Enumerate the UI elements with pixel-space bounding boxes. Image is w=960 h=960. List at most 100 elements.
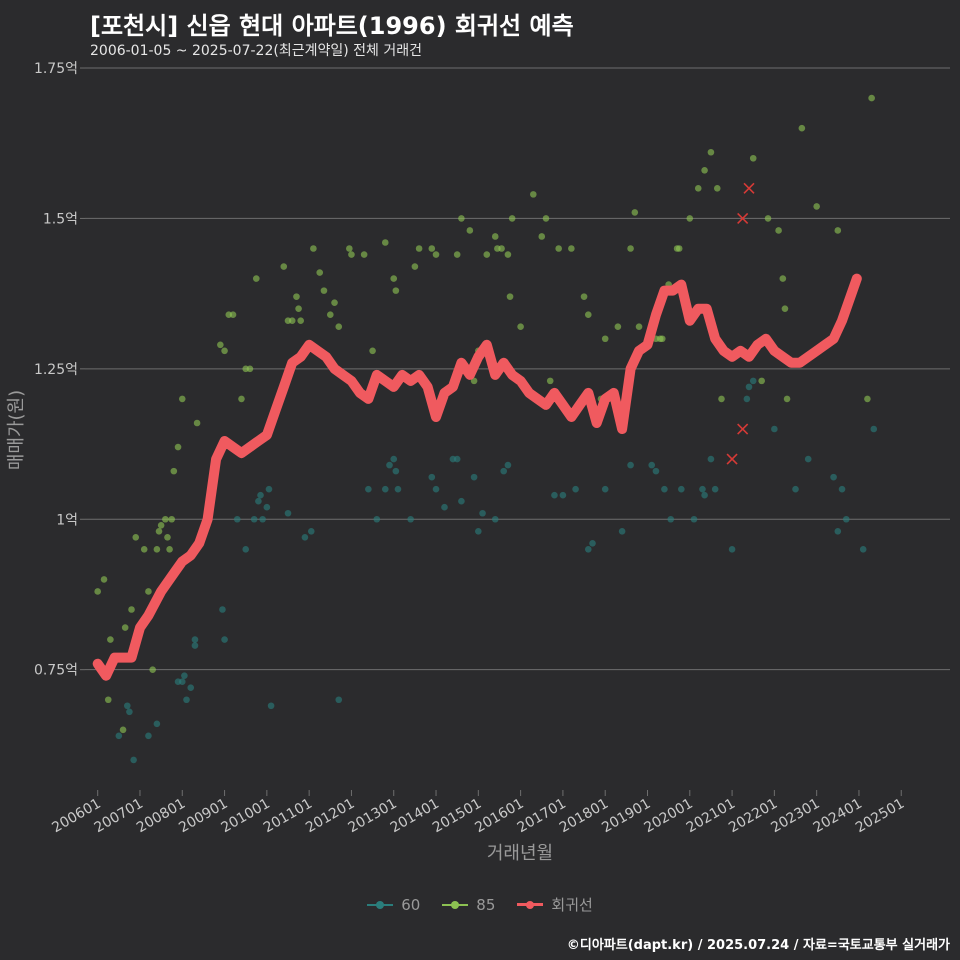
series-85-point-49 (381, 239, 389, 246)
regression-line-path (92, 273, 862, 681)
series-60-point-26 (307, 527, 315, 535)
series-60-point-13 (219, 606, 226, 613)
series-85-point-5 (121, 624, 129, 631)
series-85-point-76 (584, 311, 592, 318)
series-85-point-100 (781, 305, 789, 312)
series-85-point-71 (542, 215, 550, 222)
series-60-point-60 (678, 485, 685, 493)
series-60-point-54 (618, 527, 626, 535)
series-60-point-33 (392, 467, 400, 475)
series-85-point-6 (128, 606, 135, 613)
series-85-point-68 (517, 323, 524, 331)
series-60-point-59 (667, 515, 675, 523)
series-85-point-89 (686, 215, 694, 222)
series-85-point-55 (432, 251, 440, 258)
series-85-point-40 (316, 269, 324, 276)
series-85-point-13 (155, 527, 163, 535)
series-85-point-97 (764, 215, 772, 222)
series-85-point-27 (229, 311, 237, 318)
series-85-point-91 (701, 166, 708, 174)
series-85-point-73 (555, 245, 562, 252)
series-85-point-54 (428, 245, 436, 252)
legend-item-60[interactable]: 60 (367, 896, 420, 914)
series-85-point-12 (153, 546, 161, 553)
series-85-point-11 (149, 666, 156, 673)
series-60-point-42 (470, 473, 478, 481)
series-85-point-38 (297, 317, 304, 325)
series-60-point-27 (335, 696, 343, 704)
series-85-point-79 (614, 323, 622, 331)
x-axis-label: 거래년월 (487, 843, 553, 864)
legend-item-regression[interactable]: 회귀선 (517, 894, 593, 915)
series-85-point-58 (466, 227, 474, 234)
chart-title: [포천시] 신읍 현대 아파트(1996) 회귀선 예측 (90, 12, 574, 40)
series-60-point-36 (428, 473, 436, 481)
series-60-point-3 (130, 756, 137, 764)
excluded-marker-1 (737, 212, 749, 224)
series-85-point-46 (348, 251, 355, 258)
y-tick-label-1: 1억 (56, 512, 78, 528)
y-axis-ticks: 0.75억 1억 1.25억 1.5억 1.75억 (34, 61, 85, 679)
series-60-point-78 (870, 425, 878, 433)
series-85-point-90 (694, 185, 702, 192)
series-85-point-78 (601, 335, 609, 343)
series-60-point-12 (191, 642, 199, 649)
series-85-point-75 (580, 293, 588, 300)
series-85-point-43 (331, 299, 338, 306)
series-85-point-67 (508, 215, 516, 222)
series-85-point-99 (779, 275, 787, 282)
series-85-points (94, 94, 875, 734)
series-85-point-17 (166, 546, 173, 553)
y-axis-label: 매매가(원) (6, 390, 27, 470)
series-85-point-9 (140, 546, 148, 553)
series-60-point-28 (365, 485, 372, 493)
series-85-point-2 (104, 696, 112, 704)
series-60-point-71 (792, 485, 799, 493)
series-85-point-0 (94, 588, 101, 595)
series-60-point-70 (771, 425, 778, 433)
series-60-point-8 (181, 672, 188, 679)
series-85-point-1 (100, 576, 108, 583)
series-85-point-104 (834, 227, 842, 234)
series-85-point-72 (546, 377, 554, 385)
series-60-point-2 (126, 708, 133, 716)
series-85-point-74 (568, 245, 575, 252)
series-85-point-105 (868, 94, 875, 102)
series-85-point-37 (295, 305, 302, 312)
series-60-point-17 (250, 515, 258, 523)
series-85-point-59 (470, 377, 478, 385)
grid-lines (85, 67, 950, 671)
series-60-point-51 (584, 546, 592, 553)
regression-line (92, 273, 862, 681)
series-60-point-72 (804, 455, 812, 463)
series-85-point-69 (530, 191, 537, 198)
legend-item-85[interactable]: 85 (442, 896, 495, 914)
series-60-point-25 (301, 534, 309, 541)
series-85-point-20 (174, 443, 182, 451)
series-85-point-65 (504, 251, 512, 258)
series-60-point-0 (115, 732, 123, 740)
series-60-point-15 (233, 515, 241, 523)
series-85-point-31 (252, 275, 260, 282)
series-60-point-67 (743, 395, 751, 403)
series-60-point-57 (652, 467, 660, 475)
series-60-point-64 (707, 455, 715, 463)
series-85-point-85 (658, 335, 666, 343)
series-85-point-18 (168, 515, 175, 523)
series-60-point-56 (648, 461, 656, 469)
series-85-point-23 (193, 419, 201, 427)
series-85-point-81 (631, 209, 639, 216)
series-85-point-28 (238, 395, 245, 403)
series-85-point-16 (164, 534, 171, 541)
series-60-point-76 (842, 515, 850, 523)
excluded-marker-2 (743, 182, 755, 194)
series-60-point-63 (701, 491, 708, 499)
series-60-point-53 (601, 485, 609, 493)
series-60-point-30 (381, 485, 389, 493)
series-85-point-48 (369, 347, 376, 355)
series-85-point-30 (246, 365, 254, 373)
series-60-point-65 (711, 485, 719, 493)
y-tick-label-3: 1.5억 (43, 211, 78, 227)
series-85-point-44 (335, 323, 343, 331)
